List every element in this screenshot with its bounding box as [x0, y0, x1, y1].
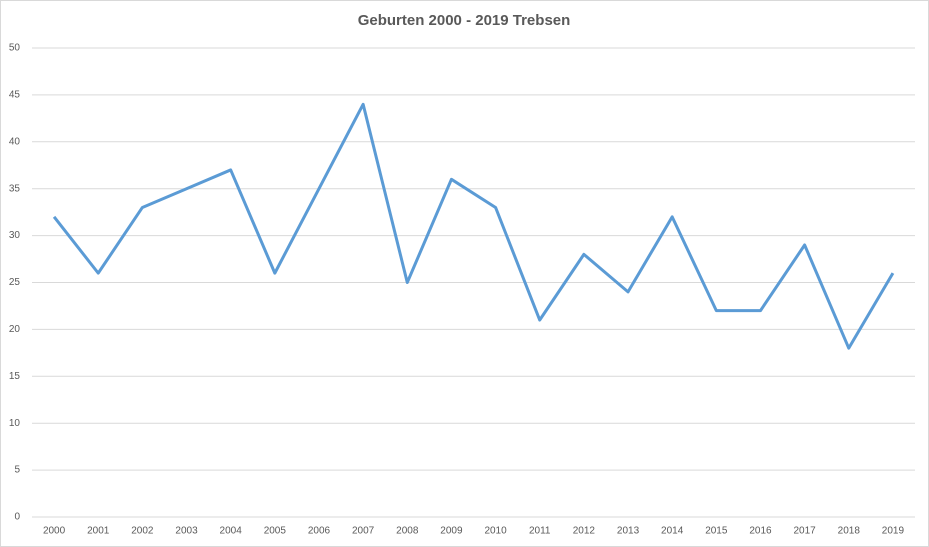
x-tick-label: 2005 [264, 526, 287, 537]
x-tick-label: 2014 [661, 526, 684, 537]
x-tick-label: 2003 [175, 526, 198, 537]
x-tick-label: 2004 [220, 526, 243, 537]
x-tick-label: 2010 [484, 526, 507, 537]
data-line [52, 102, 895, 350]
y-tick-label: 40 [9, 136, 21, 147]
y-tick-label: 45 [9, 90, 21, 101]
y-tick-label: 10 [9, 418, 21, 429]
y-tick-label: 5 [14, 465, 20, 476]
y-tick-label: 0 [14, 512, 20, 523]
y-tick-label: 30 [9, 230, 21, 241]
x-tick-label: 2006 [308, 526, 331, 537]
x-tick-label: 2012 [573, 526, 596, 537]
y-tick-label: 50 [9, 43, 21, 54]
x-tick-label: 2017 [794, 526, 817, 537]
x-tick-label: 2008 [396, 526, 419, 537]
x-tick-label: 2018 [838, 526, 861, 537]
x-tick-label: 2011 [529, 526, 551, 537]
x-tick-label: 2007 [352, 526, 375, 537]
x-tick-label: 2002 [131, 526, 154, 537]
x-tick-label: 2019 [882, 526, 905, 537]
y-tick-label: 35 [9, 183, 21, 194]
chart-title: Geburten 2000 - 2019 Trebsen [358, 12, 571, 29]
y-tick-label: 20 [9, 324, 21, 335]
y-tick-label: 15 [9, 371, 21, 382]
x-tick-label: 2001 [87, 526, 110, 537]
x-tick-label: 2013 [617, 526, 640, 537]
y-tick-label: 25 [9, 277, 21, 288]
x-tick-label: 2015 [705, 526, 728, 537]
x-tick-label: 2009 [440, 526, 463, 537]
x-tick-label: 2016 [749, 526, 772, 537]
x-tick-label: 2000 [43, 526, 66, 537]
